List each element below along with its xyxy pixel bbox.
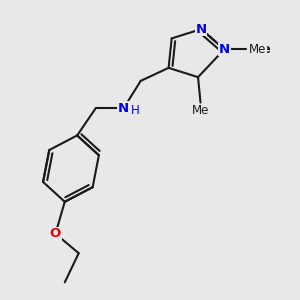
Text: Me: Me <box>192 104 209 117</box>
Text: Me: Me <box>252 43 272 56</box>
Text: N: N <box>196 22 207 36</box>
Text: Me: Me <box>249 43 267 56</box>
Text: O: O <box>50 227 61 240</box>
Text: N: N <box>219 43 230 56</box>
Text: N: N <box>118 102 129 115</box>
Text: H: H <box>130 104 139 117</box>
Text: Me: Me <box>190 106 210 119</box>
